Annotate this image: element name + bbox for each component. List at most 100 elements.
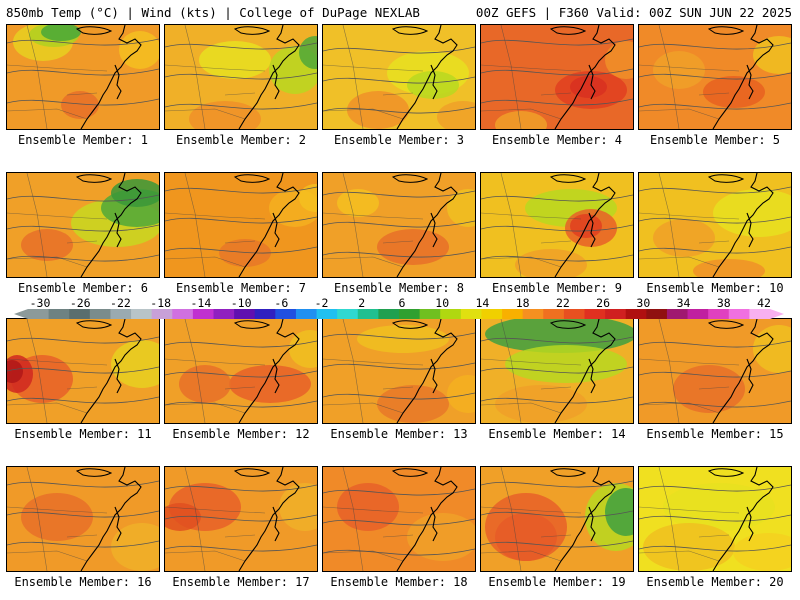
height-contour [323,220,475,228]
colorbar-bin [605,309,627,319]
state-border [500,25,522,129]
great-lakes [233,174,271,183]
state-border [165,64,266,72]
coastline [238,173,300,277]
great-lakes [549,174,587,183]
great-lakes [391,174,429,183]
state-border [184,467,206,571]
member-map [164,466,318,572]
great-lakes [391,320,429,329]
state-border [165,506,266,514]
coastline [430,64,438,100]
colorbar-bin [295,309,318,319]
great-lakes [233,320,271,329]
ensemble-panel: Ensemble Member: 1 [6,24,160,147]
coastline [80,25,142,129]
member-map [6,318,160,424]
state-border [481,506,582,514]
ensemble-panel: Ensemble Member: 2 [164,24,318,147]
temperature-field [165,25,317,129]
colorbar-bin [357,309,379,319]
colorbar-bin [563,309,585,319]
ensemble-panel: Ensemble Member: 7 [164,172,318,295]
colorbar-bin [481,309,503,319]
coastline [712,467,774,571]
state-border [639,550,720,562]
state-border [323,108,404,120]
member-label: Ensemble Member: 9 [491,281,623,295]
ensemble-panel: Ensemble Member: 12 [164,318,318,441]
member-label: Ensemble Member: 3 [333,133,465,147]
member-label: Ensemble Member: 7 [175,281,307,295]
coastline [272,64,280,100]
state-border [639,402,720,414]
state-border [165,402,246,414]
member-map [480,24,634,130]
member-map [6,466,160,572]
temperature-field [481,25,633,129]
coastline [396,25,458,129]
state-border [323,212,424,220]
height-contour [481,336,633,344]
temperature-field [481,467,633,571]
colorbar-bin [460,309,482,319]
great-lakes [707,26,745,35]
ensemble-panel: Ensemble Member: 20 [638,466,792,589]
height-contour [7,366,159,374]
state-border [481,358,582,366]
colorbar-tick-label: -18 [150,296,172,310]
temperature-field [7,25,159,129]
state-border [26,467,48,571]
state-border [382,240,414,244]
state-border [26,319,48,423]
state-border [7,256,88,268]
great-lakes [391,26,429,35]
height-contour [165,186,317,194]
temperature-field [481,173,633,277]
coastline [80,173,142,277]
colorbar-bin [275,309,297,319]
coastline [430,212,438,248]
colorbar-bin [708,309,730,319]
height-contour [7,540,159,548]
height-contour [323,106,475,114]
coastline [272,358,280,394]
state-border [639,358,740,366]
ensemble-panel: Ensemble Member: 15 [638,318,792,441]
height-contour [165,484,317,492]
member-map [480,466,634,572]
great-lakes [707,320,745,329]
height-contour [639,42,791,50]
height-contour [165,102,317,110]
colorbar-bin [687,309,709,319]
height-contour [165,544,317,552]
ensemble-panel: Ensemble Member: 5 [638,24,792,147]
colorbar-bin [213,309,235,319]
state-border [481,64,582,72]
height-contour [323,362,475,370]
height-contour [639,544,791,552]
state-border [224,240,256,244]
member-label: Ensemble Member: 16 [14,575,152,589]
colorbar-bin [151,309,173,319]
state-border [639,506,740,514]
coastline [238,319,300,423]
height-contour [323,332,475,340]
state-border [7,64,108,72]
colorbar-bin [728,309,750,319]
height-contour [165,400,317,408]
state-border [342,173,364,277]
coastline [80,467,142,571]
member-label: Ensemble Member: 17 [172,575,310,589]
coastline [712,173,774,277]
member-map [322,172,476,278]
state-border [224,534,256,538]
state-border [540,534,572,538]
ensemble-panel: Ensemble Member: 17 [164,466,318,589]
height-contour [165,246,317,254]
coastline [746,506,754,542]
member-map [638,318,792,424]
member-label: Ensemble Member: 10 [646,281,784,295]
colorbar-bin [254,309,276,319]
height-contour [165,216,317,224]
